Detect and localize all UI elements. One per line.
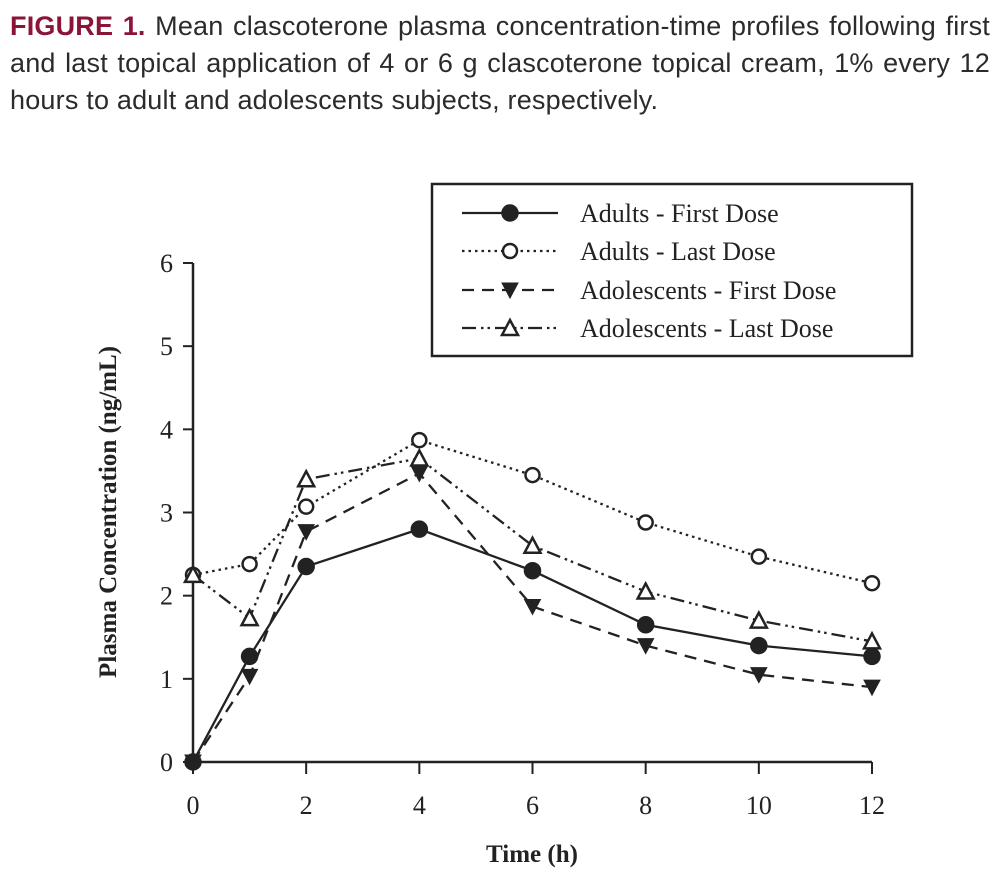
data-point — [297, 557, 315, 576]
figure-caption: FIGURE 1. Mean clascoterone plasma conce… — [10, 8, 990, 119]
data-point — [297, 524, 315, 541]
legend-label: Adults - Last Dose — [580, 237, 776, 266]
data-point — [239, 607, 260, 627]
series-adults-last-dose — [184, 431, 881, 592]
data-point — [524, 466, 541, 484]
x-tick-label: 10 — [746, 791, 772, 820]
data-point — [636, 616, 655, 634]
y-tick-label: 6 — [160, 249, 173, 278]
x-tick-label: 8 — [639, 791, 652, 820]
legend-entry: Adolescents - Last Dose — [462, 314, 833, 343]
series-adults-first-dose — [184, 520, 881, 771]
x-tick-label: 0 — [187, 791, 200, 820]
y-tick-label: 3 — [160, 499, 173, 528]
data-point — [296, 468, 317, 488]
x-tick-label: 12 — [859, 791, 885, 820]
data-point — [522, 535, 543, 555]
series-line — [192, 471, 873, 763]
data-point — [863, 574, 881, 592]
data-point — [749, 667, 768, 684]
data-point — [523, 598, 542, 616]
y-tick-label: 1 — [160, 665, 173, 694]
data-point — [750, 548, 768, 565]
y-tick-label: 0 — [160, 748, 173, 777]
y-tick-label: 4 — [160, 415, 173, 444]
data-point — [297, 498, 315, 515]
data-point — [184, 754, 202, 772]
series-line — [191, 527, 873, 763]
data-point — [411, 431, 428, 449]
data-point — [523, 561, 542, 580]
data-point — [241, 555, 258, 573]
data-point — [750, 636, 768, 655]
data-point — [409, 447, 430, 467]
legend-label: Adolescents - First Dose — [580, 276, 836, 305]
legend: Adults - First Dose Adults - Last Dose Ado… — [430, 182, 914, 358]
legend-marker — [499, 317, 521, 337]
series-line — [192, 457, 873, 643]
legend-marker — [501, 282, 519, 300]
legend-label: Adults - First Dose — [580, 199, 779, 228]
legend-entry: Adults - Last Dose — [462, 237, 776, 266]
series-adolescents-last-dose — [182, 447, 883, 650]
legend-marker — [501, 204, 519, 222]
x-axis-label: Time (h) — [486, 841, 578, 868]
legend-entry: Adults - First Dose — [462, 199, 779, 228]
x-tick-label: 2 — [300, 791, 313, 820]
series-adolescents-first-dose — [184, 465, 881, 772]
data-point — [410, 520, 429, 538]
data-point — [748, 609, 769, 629]
data-point — [861, 630, 883, 650]
caption-text: Mean clascoterone plasma concentration-t… — [10, 11, 990, 115]
data-point — [240, 647, 259, 666]
data-point — [410, 465, 429, 483]
series-layer — [182, 431, 883, 772]
legend-entry: Adolescents - First Dose — [462, 276, 836, 305]
y-tick-label: 5 — [160, 332, 173, 361]
data-point — [635, 580, 656, 600]
x-tick-label: 4 — [413, 791, 426, 820]
data-point — [240, 668, 259, 686]
y-tick-label: 2 — [160, 582, 173, 611]
data-point — [637, 514, 654, 531]
legend-label: Adolescents - Last Dose — [580, 314, 833, 343]
y-axis-label: Plasma Concentration (ng/mL) — [95, 346, 122, 678]
x-tick-label: 6 — [526, 791, 539, 820]
legend-marker — [501, 242, 519, 260]
figure-label: FIGURE 1. — [10, 11, 146, 41]
data-point — [182, 564, 204, 584]
data-point — [636, 638, 655, 655]
data-point — [863, 647, 881, 666]
data-point — [863, 679, 881, 697]
